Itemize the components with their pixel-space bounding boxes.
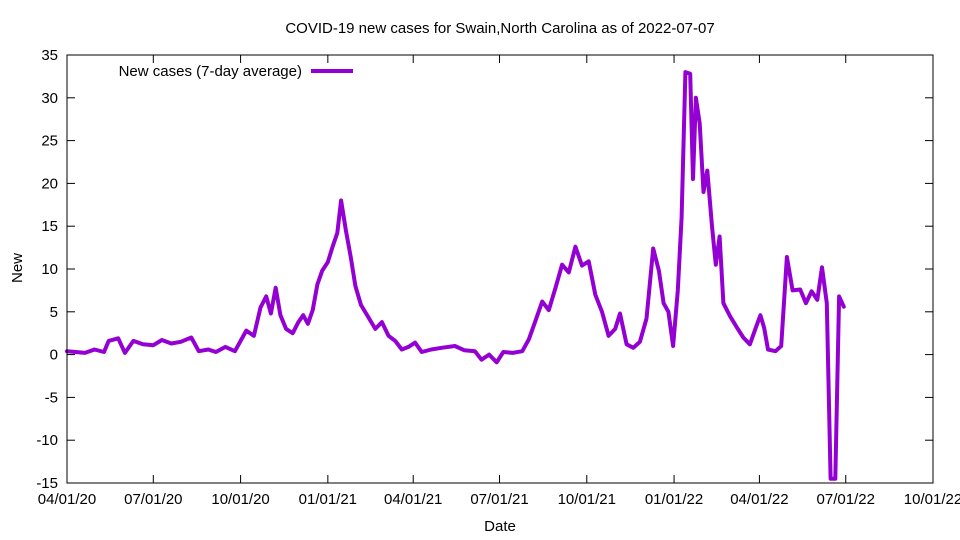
y-tick-label: 0 (50, 347, 58, 364)
y-tick-label: -10 (36, 432, 58, 449)
x-tick-label: 07/01/21 (470, 491, 528, 508)
y-tick-label: 20 (41, 175, 58, 192)
x-tick-label: 07/01/22 (817, 491, 875, 508)
x-tick-label: 01/01/21 (299, 491, 357, 508)
y-tick-label: -5 (45, 389, 58, 406)
x-tick-label: 07/01/20 (124, 491, 182, 508)
x-axis-label: Date (484, 518, 516, 535)
x-tick-label: 01/01/22 (645, 491, 703, 508)
x-tick-label: 04/01/21 (384, 491, 442, 508)
x-tick-label: 10/01/21 (558, 491, 616, 508)
y-tick-label: 35 (41, 47, 58, 64)
y-tick-label: 10 (41, 261, 58, 278)
x-tick-label: 10/01/20 (211, 491, 269, 508)
y-tick-label: -15 (36, 475, 58, 492)
x-tick-label: 04/01/22 (730, 491, 788, 508)
series-line-new-cases (65, 70, 846, 481)
y-tick-label: 25 (41, 133, 58, 150)
legend: New cases (7-day average) (119, 63, 353, 80)
y-axis-ticks: -15 -10 -5 0 5 10 15 20 25 30 35 (36, 47, 933, 492)
y-tick-label: 30 (41, 90, 58, 107)
plot-frame (66, 54, 934, 484)
y-tick-label: 5 (50, 304, 58, 321)
x-tick-label: 10/01/22 (904, 491, 960, 508)
y-axis-label: New (9, 253, 26, 283)
chart-title: COVID-19 new cases for Swain,North Carol… (285, 20, 714, 37)
x-tick-label: 04/01/20 (38, 491, 96, 508)
y-tick-label: 15 (41, 218, 58, 235)
legend-label: New cases (7-day average) (119, 63, 302, 80)
